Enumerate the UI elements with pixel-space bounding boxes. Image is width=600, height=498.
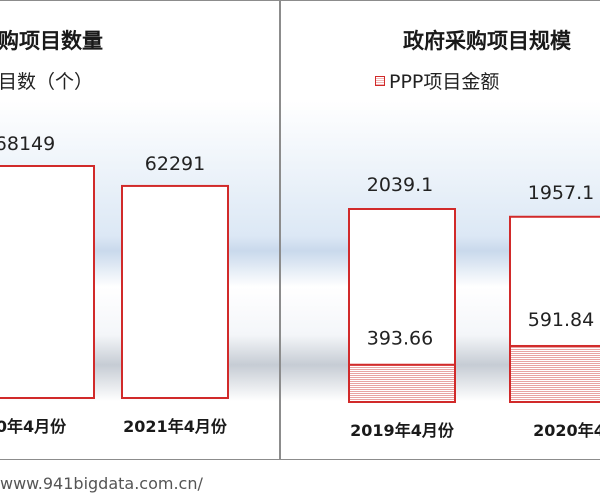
chart-panel-right: 政府采购项目规模 PPP项目金额 2039.1 1957.1 393.66 591.8…: [280, 0, 600, 460]
legend-label-right: PPP项目金额: [389, 71, 500, 93]
data-label-ppp-1: 591.84: [528, 309, 594, 331]
data-label-ppp-0: 393.66: [367, 328, 433, 350]
source-footer: www.941bigdata.com.cn/: [0, 474, 203, 493]
legend-swatch-icon: [375, 75, 385, 86]
tick-label-0: 0年4月份: [0, 417, 67, 436]
chart-title-left: 购项目数量: [0, 29, 103, 53]
legend-right: PPP项目金额: [375, 67, 499, 94]
data-label-total-0: 2039.1: [367, 174, 433, 196]
bar-chart-left: 68149 0年4月份 62291 2021年4月份: [0, 101, 279, 436]
bar-ppp-1: [509, 344, 600, 403]
data-label-total-1: 1957.1: [528, 182, 594, 204]
bar-1: [121, 184, 229, 399]
tick-label-1: 2021年4月份: [123, 417, 228, 436]
bar-chart-right: 2039.1 1957.1 393.66 591.84 2019年4月份 2020年4月: [281, 101, 600, 440]
tick-label-1: 2020年4月: [533, 421, 600, 440]
chart-panel-left: 购项目数量 目数（个） 68149 0年4月份 62291 2021年4月份: [0, 0, 280, 460]
tick-label-0: 2019年4月份: [350, 421, 455, 440]
bar-0: [0, 165, 95, 399]
data-label-0: 68149: [0, 133, 55, 155]
legend-label-left: 目数（个）: [0, 71, 94, 93]
data-label-1: 62291: [145, 153, 205, 175]
chart-title-right: 政府采购项目规模: [403, 29, 571, 53]
bar-ppp-0: [348, 363, 456, 403]
legend-left: 目数（个）: [0, 67, 93, 94]
